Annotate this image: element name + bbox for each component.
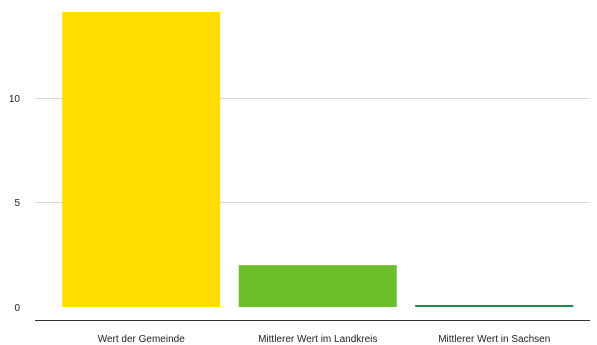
bars (62, 12, 574, 307)
y-tick-label: 10 (9, 94, 21, 105)
bar-1 (238, 265, 397, 307)
y-tick-label: 5 (14, 198, 20, 209)
bar-0 (62, 12, 221, 307)
x-axis-categories: Wert der Gemeinde Mittlerer Wert im Landk… (98, 334, 551, 345)
bar-2 (415, 305, 574, 307)
category-label: Mittlerer Wert in Sachsen (438, 334, 550, 345)
y-tick-label: 0 (14, 303, 20, 314)
y-axis-ticks: 0 5 10 (9, 94, 21, 314)
category-label: Mittlerer Wert im Landkreis (258, 334, 377, 345)
category-label: Wert der Gemeinde (98, 334, 186, 345)
